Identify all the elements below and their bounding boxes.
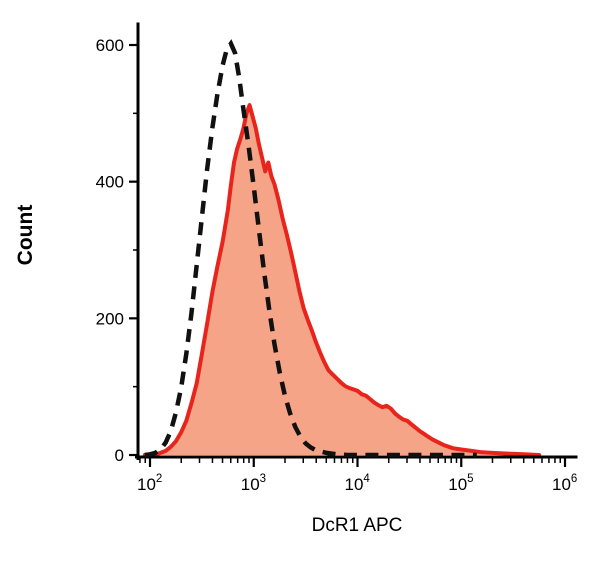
x-tick-label: 106 [552, 473, 577, 494]
isotype-control-curve [144, 39, 477, 458]
y-tick-label: 400 [96, 173, 124, 192]
x-tick-label: 105 [448, 473, 473, 494]
dcr1-apc-stained-curve [142, 103, 542, 457]
x-axis-label: DcR1 APC [312, 515, 403, 536]
overlay-layer [144, 39, 477, 458]
dcr1-apc-stained-fill [144, 105, 540, 455]
y-tick-label: 200 [96, 309, 124, 328]
series-layer [142, 103, 542, 457]
y-tick-label: 600 [96, 36, 124, 55]
x-tick-label: 103 [241, 473, 266, 494]
y-tick-label: 0 [115, 446, 124, 465]
y-axis-label: Count [14, 205, 37, 266]
x-tick-label: 102 [137, 473, 162, 494]
x-tick-label: 104 [345, 473, 371, 494]
